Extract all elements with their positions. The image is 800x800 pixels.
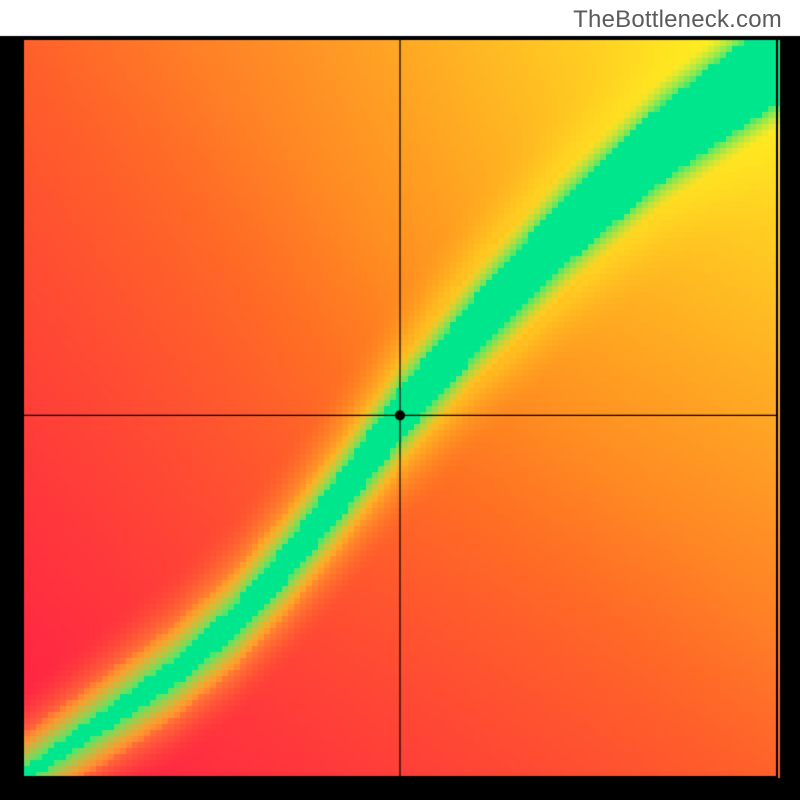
- bottleneck-heatmap-canvas: [0, 0, 800, 800]
- chart-container: TheBottleneck.com: [0, 0, 800, 800]
- watermark-text: TheBottleneck.com: [573, 6, 782, 34]
